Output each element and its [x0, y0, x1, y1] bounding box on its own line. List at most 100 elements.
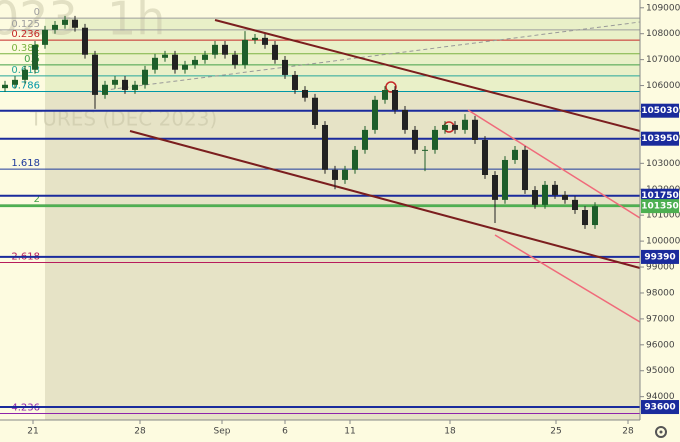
candle-body — [62, 19, 68, 25]
level-label: 101350 — [641, 202, 679, 212]
fib-zone — [45, 91, 640, 420]
time-axis — [0, 420, 640, 442]
level-box — [641, 199, 679, 214]
candle-body — [32, 44, 38, 70]
y-tick-label: 109000 — [646, 3, 680, 13]
gear-center — [659, 430, 663, 434]
candle-body — [402, 109, 408, 130]
candle-body — [142, 69, 148, 85]
x-tick-label: 28 — [134, 427, 146, 437]
candle-body — [42, 29, 48, 45]
trend-line — [467, 109, 641, 219]
fib-label: 2 — [34, 194, 40, 205]
fib-label: 1.618 — [11, 158, 40, 169]
trend-line — [129, 130, 641, 269]
y-tick-label: 101000 — [646, 211, 680, 221]
marker — [385, 81, 397, 93]
candle-body — [282, 59, 288, 75]
gear-icon[interactable] — [655, 426, 667, 438]
candle-body — [362, 129, 368, 150]
candle-body — [552, 184, 558, 195]
candle-body — [432, 129, 438, 150]
x-tick-label: 6 — [282, 427, 288, 437]
y-tick-label: 97000 — [646, 314, 675, 324]
trend-line — [494, 234, 641, 323]
candle-body — [222, 44, 228, 55]
level-label: 93600 — [644, 403, 675, 413]
candle-body — [482, 140, 488, 175]
candle-body — [22, 69, 28, 80]
candle-body — [312, 97, 318, 125]
candle-body — [132, 84, 138, 90]
candle-body — [52, 24, 58, 30]
candle-body — [82, 27, 88, 55]
x-tick-label: 21 — [27, 427, 38, 437]
fib-label: 0.786 — [11, 81, 40, 92]
candle-body — [352, 149, 358, 170]
level-box — [641, 103, 679, 118]
candle-body — [532, 190, 538, 205]
candle-body — [382, 89, 388, 100]
candle-body — [502, 159, 508, 200]
level-label: 105030 — [641, 106, 679, 116]
candle-body — [472, 119, 478, 140]
candle-body — [412, 129, 418, 150]
y-tick-label: 94000 — [646, 392, 675, 402]
settings-button[interactable] — [655, 426, 667, 438]
x-tick-label: 11 — [344, 427, 355, 437]
y-tick-label: 100000 — [646, 237, 680, 247]
candle-body — [92, 54, 98, 95]
y-tick-label: 108000 — [646, 29, 680, 39]
candle-body — [522, 149, 528, 191]
candle-body — [162, 54, 168, 58]
level-label: 101750 — [641, 191, 679, 201]
candle-body — [182, 64, 188, 70]
candle-body — [452, 124, 458, 130]
candle-body — [582, 210, 588, 226]
candle-body — [232, 54, 238, 65]
candle-body — [212, 44, 218, 55]
level-box — [641, 131, 679, 146]
y-tick-label: 96000 — [646, 340, 675, 350]
candle-body — [572, 199, 578, 210]
fib-label: 0.236 — [11, 29, 40, 40]
candle-body — [592, 206, 598, 226]
candle-body — [12, 79, 18, 85]
candle-body — [2, 84, 8, 89]
candle-body — [112, 79, 118, 85]
candle-body — [342, 169, 348, 180]
candle-body — [562, 194, 568, 200]
price-axis — [640, 0, 680, 442]
x-tick-label: 25 — [550, 427, 561, 437]
trend-line — [214, 19, 641, 132]
candle-body — [442, 124, 448, 130]
candle-body — [272, 44, 278, 60]
candle-body — [152, 57, 158, 70]
candle-body — [252, 37, 258, 40]
candle-body — [332, 169, 338, 180]
candle-body — [172, 54, 178, 70]
candle-body — [72, 19, 78, 28]
candle-body — [102, 84, 108, 95]
fib-label: 0.382 — [11, 43, 40, 54]
fib-label: 0 — [34, 7, 40, 18]
candle-body — [372, 99, 378, 130]
x-tick-label: 28 — [622, 427, 634, 437]
candle-body — [262, 37, 268, 45]
y-tick-label: 98000 — [646, 288, 675, 298]
candle-body — [122, 79, 128, 90]
candle-body — [202, 54, 208, 60]
candle-body — [322, 124, 328, 170]
trend-line — [89, 21, 641, 93]
level-label: 103950 — [641, 134, 679, 144]
y-tick-label: 99000 — [646, 263, 675, 273]
level-box — [641, 249, 679, 264]
candle-body — [302, 89, 308, 98]
candle-body — [192, 59, 198, 65]
candle-body — [292, 74, 298, 90]
candle-body — [242, 39, 248, 65]
x-tick-label: Sep — [214, 427, 231, 437]
candle-body — [512, 149, 518, 160]
y-tick-label: 107000 — [646, 55, 680, 65]
